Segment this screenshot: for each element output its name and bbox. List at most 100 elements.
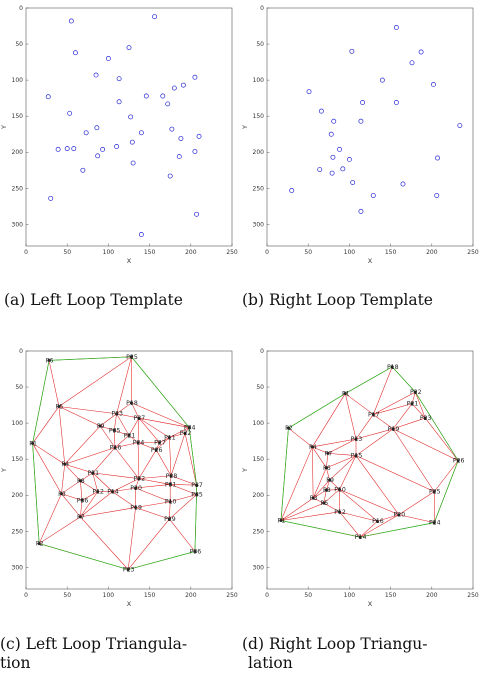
- triangulation-edge: [326, 455, 357, 469]
- data-point: [55, 146, 61, 152]
- triangulation-edge: [169, 432, 186, 438]
- x-tick-label: 100: [344, 249, 356, 256]
- vertex-point: [137, 477, 141, 481]
- data-point: [192, 74, 198, 80]
- x-tick-label: 50: [304, 592, 312, 599]
- vertex-label: P10: [165, 499, 177, 506]
- plot-frame: [266, 350, 474, 590]
- triangulation-edge: [169, 437, 172, 476]
- x-tick-label: 150: [385, 592, 397, 599]
- vertex-point: [157, 441, 161, 445]
- vertex-label: P1: [342, 391, 350, 398]
- x-tick-label: 200: [426, 249, 438, 256]
- data-point: [358, 118, 364, 124]
- triangulation-edge: [61, 464, 66, 494]
- vertex-point: [375, 519, 379, 523]
- data-point: [171, 85, 177, 91]
- x-tick-label: 0: [24, 592, 28, 599]
- vertex-label: P28: [166, 473, 178, 480]
- triangulation-edge: [329, 455, 357, 481]
- triangulation-edge: [61, 493, 83, 501]
- vertex-point: [391, 427, 395, 431]
- triangulation-edge: [114, 430, 130, 436]
- vertex-point: [57, 405, 61, 409]
- vertex-point: [338, 510, 342, 514]
- caption-d-cont: lation: [248, 654, 293, 672]
- triangulation-edge: [81, 491, 98, 501]
- triangulation-edge: [116, 402, 132, 414]
- y-axis-label: Y: [241, 125, 249, 130]
- triangulation-edge: [58, 406, 66, 465]
- data-point: [116, 99, 122, 105]
- triangulation-edge: [312, 393, 346, 448]
- vertex-label: P21: [124, 432, 136, 439]
- vertex-label: P25: [429, 489, 441, 496]
- vertex-label: P9: [97, 423, 105, 430]
- vertex-point: [324, 466, 328, 470]
- triangulation-edge: [116, 413, 130, 436]
- data-point: [194, 211, 200, 217]
- vertex-point: [354, 437, 358, 441]
- hull-edge: [49, 356, 132, 361]
- triangulation-edge: [359, 514, 399, 538]
- triangulation-edge: [392, 428, 459, 461]
- triangulation-edge: [323, 490, 327, 504]
- data-point: [71, 146, 77, 152]
- y-tick-label: 300: [12, 221, 24, 228]
- triangulation-edge: [61, 480, 81, 495]
- hull-edge: [288, 393, 346, 429]
- x-tick-label: 150: [144, 592, 156, 599]
- x-tick-label: 50: [63, 249, 71, 256]
- vertex-label: P4: [309, 444, 317, 451]
- triangulation-edge: [137, 442, 157, 451]
- data-point: [165, 101, 171, 107]
- triangulation-edge: [280, 497, 314, 521]
- vertex-point: [358, 535, 362, 539]
- vertex-label: P24: [133, 440, 145, 447]
- vertex-point: [113, 446, 117, 450]
- triangulation-edge: [138, 417, 170, 438]
- data-point: [393, 100, 399, 105]
- vertex-label: P36: [190, 548, 202, 555]
- hull-edge: [131, 356, 190, 428]
- vertex-point: [96, 490, 100, 494]
- triangulation-edge: [355, 455, 435, 492]
- triangulation-edge: [135, 501, 171, 508]
- triangulation-edge: [184, 433, 197, 486]
- data-point: [143, 93, 149, 99]
- data-point: [93, 72, 99, 78]
- y-tick-label: 50: [15, 384, 23, 391]
- vertex-label: P12: [92, 489, 104, 496]
- vertex-point: [397, 513, 401, 517]
- data-point: [128, 114, 134, 120]
- triangulation-edge: [48, 360, 60, 407]
- vertex-point: [126, 568, 130, 572]
- triangulation-edge: [135, 484, 171, 489]
- data-point: [130, 160, 136, 166]
- data-point: [196, 133, 202, 139]
- vertex-label: P1: [278, 517, 286, 524]
- triangulation-edge: [170, 494, 197, 502]
- x-tick-label: 200: [185, 249, 197, 256]
- x-tick-label: 250: [226, 249, 238, 256]
- vertex-point: [63, 462, 67, 466]
- vertex-point: [432, 521, 436, 525]
- triangulation-edge: [170, 484, 197, 495]
- triangulation-edge: [312, 479, 330, 499]
- vertex-point: [47, 358, 51, 362]
- vertex-label: P31: [87, 470, 99, 477]
- scatter-plot-left-template: 0 50 100 150 200 250 0 50 100 150 200 250 300 X Y: [0, 5, 238, 265]
- x-tick-label: 50: [63, 592, 71, 599]
- vertex-label: P3: [58, 491, 66, 498]
- hull-edge: [345, 366, 393, 394]
- y-tick-label: 100: [253, 77, 265, 84]
- data-point: [358, 208, 364, 214]
- vertex-point: [136, 441, 140, 445]
- data-point: [83, 130, 89, 136]
- vertex-point: [328, 478, 332, 482]
- triangulation-edge: [280, 511, 340, 521]
- caption-c-cont: tion: [0, 654, 31, 672]
- vertex-label: P21: [407, 401, 419, 408]
- y-tick-label: 50: [256, 384, 264, 391]
- vertex-label: P15: [351, 453, 363, 460]
